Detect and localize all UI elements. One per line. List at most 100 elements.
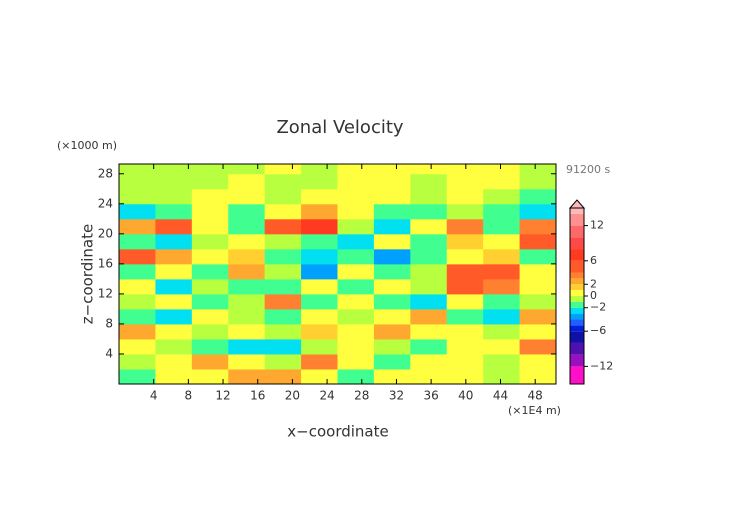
x-tick-label: 36 [424, 389, 439, 403]
colorbar-band [570, 260, 584, 273]
cell [191, 164, 229, 175]
colorbar-band [570, 278, 584, 285]
y-unit: (×1000 m) [57, 139, 117, 152]
cell [373, 218, 411, 235]
cell [373, 353, 411, 370]
cell [446, 164, 484, 175]
cell [228, 188, 266, 205]
colorbar-band [570, 325, 584, 332]
cell [410, 368, 448, 384]
cell [410, 338, 448, 355]
cell [155, 338, 193, 355]
colorbar-band [570, 307, 584, 314]
cell [337, 248, 375, 265]
cell [483, 248, 521, 265]
chart-title: Zonal Velocity [276, 117, 403, 138]
cell [301, 263, 338, 280]
cell [337, 164, 375, 175]
cell [373, 368, 411, 384]
cell [410, 323, 448, 340]
cell [483, 203, 521, 220]
cell [410, 308, 448, 325]
colorbar-band [570, 290, 584, 296]
cell [155, 323, 193, 340]
cell [301, 203, 338, 220]
x-tick-label: 40 [458, 389, 473, 403]
cell [483, 164, 521, 175]
cell [301, 293, 338, 310]
cell [519, 164, 556, 175]
cell [264, 248, 302, 265]
cell [119, 248, 156, 265]
colorbar-tick-label: −6 [590, 324, 606, 337]
cell [119, 263, 156, 280]
cell [446, 248, 484, 265]
cell [483, 293, 521, 310]
cell [191, 188, 229, 205]
x-tick-label: 12 [215, 389, 230, 403]
colorbar-band [570, 213, 584, 226]
cell [373, 278, 411, 295]
cell [301, 173, 338, 190]
x-tick-label: 20 [285, 389, 300, 403]
cell [191, 278, 229, 295]
cell [519, 248, 556, 265]
colorbar-band [570, 225, 584, 238]
cell [446, 368, 484, 384]
cell [155, 263, 193, 280]
cell [228, 263, 266, 280]
cell [228, 218, 266, 235]
colorbar-extend [568, 199, 586, 209]
cell [446, 233, 484, 250]
cell [483, 233, 521, 250]
cell [519, 368, 556, 384]
y-tick-label: 12 [98, 286, 113, 300]
cell [337, 188, 375, 205]
cell [228, 353, 266, 370]
cell [191, 248, 229, 265]
cell [264, 278, 302, 295]
cell [337, 218, 375, 235]
cell [519, 338, 556, 355]
cell [483, 338, 521, 355]
cell [446, 203, 484, 220]
cell [119, 188, 156, 205]
colorbar-band [570, 249, 584, 261]
cell [119, 173, 156, 190]
x-tick-label: 24 [319, 389, 334, 403]
cell [191, 203, 229, 220]
cell [301, 338, 338, 355]
cell [155, 353, 193, 370]
cell [519, 188, 556, 205]
x-tick-label: 32 [389, 389, 404, 403]
cell [119, 338, 156, 355]
cell [119, 164, 156, 175]
cell [155, 248, 193, 265]
cell [301, 308, 338, 325]
x-tick-label: 44 [493, 389, 508, 403]
cell [373, 173, 411, 190]
plot-frame [118, 163, 557, 385]
y-tick-label: 4 [105, 346, 113, 360]
cell [264, 368, 302, 384]
x-axis-label: x−coordinate [287, 423, 388, 441]
cell [337, 278, 375, 295]
cell [410, 278, 448, 295]
cell [228, 308, 266, 325]
cell [483, 218, 521, 235]
cell [410, 164, 448, 175]
cell [228, 368, 266, 384]
cell [410, 173, 448, 190]
cell [155, 218, 193, 235]
cell [373, 308, 411, 325]
cell [446, 278, 484, 295]
cell [446, 353, 484, 370]
cell [337, 353, 375, 370]
x-tick-label: 8 [185, 389, 193, 403]
cell [264, 323, 302, 340]
cell [119, 308, 156, 325]
cell [483, 263, 521, 280]
cell [228, 323, 266, 340]
cell [410, 263, 448, 280]
cell [446, 188, 484, 205]
